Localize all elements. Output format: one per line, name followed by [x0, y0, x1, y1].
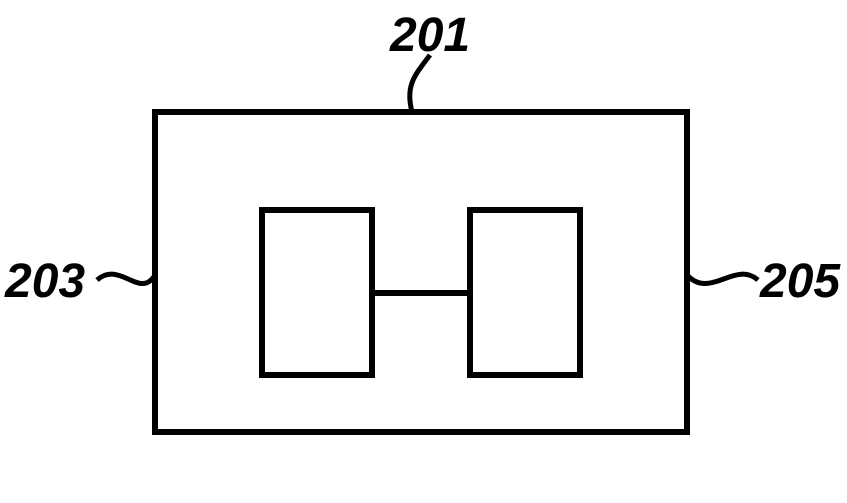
leader-203 — [97, 274, 155, 283]
block-203 — [262, 210, 372, 375]
diagram-svg — [0, 0, 847, 503]
block-205 — [470, 210, 580, 375]
label-205: 205 — [760, 254, 840, 309]
label-203: 203 — [5, 254, 85, 309]
leader-201 — [410, 55, 430, 112]
diagram-canvas: 201 203 205 — [0, 0, 847, 503]
block-201 — [155, 112, 687, 432]
label-201: 201 — [390, 8, 470, 63]
leader-205 — [687, 274, 758, 283]
